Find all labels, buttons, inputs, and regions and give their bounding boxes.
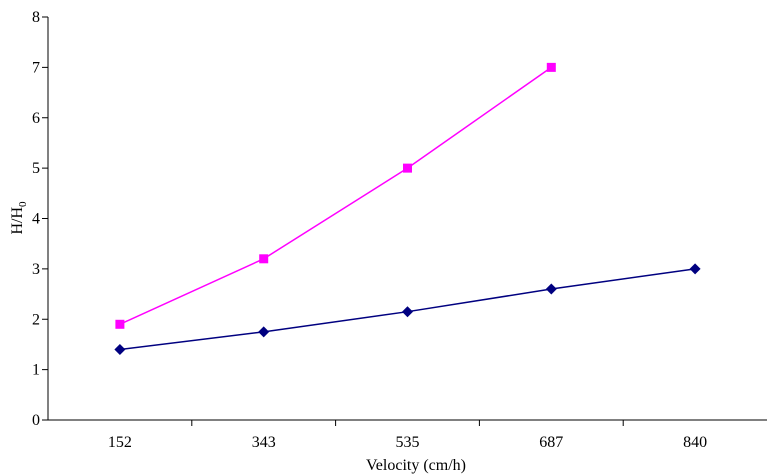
x-tick-label: 535 <box>396 434 420 451</box>
y-axis-title-main: H/H <box>9 207 26 235</box>
y-axis-title-subscript: 0 <box>17 201 29 207</box>
plot-series <box>114 62 701 355</box>
x-tick-label: 840 <box>683 434 707 451</box>
x-ticks: 152 343 535 687 840 <box>108 420 707 451</box>
series-2-point <box>115 319 125 329</box>
series-2-point <box>546 62 556 72</box>
x-axis-title: Velocity (cm/h) <box>366 457 466 474</box>
series-1-point <box>689 263 701 275</box>
y-axis-title: H/H0 <box>9 201 29 235</box>
series-1-point <box>114 343 126 355</box>
y-tick-label: 7 <box>32 59 40 76</box>
series-2-line <box>119 66 552 325</box>
y-ticks: 0 1 2 3 4 5 6 7 8 <box>32 9 48 429</box>
y-tick-label: 0 <box>32 412 40 429</box>
series-2-point <box>403 163 412 173</box>
x-tick-label: 152 <box>108 434 132 451</box>
series-1 <box>114 263 701 355</box>
series-2 <box>115 62 556 329</box>
y-tick-label: 4 <box>32 211 40 228</box>
y-tick-label: 2 <box>32 311 40 328</box>
series-1-point <box>402 306 413 318</box>
y-axis: 0 1 2 3 4 5 6 7 8 <box>32 9 49 429</box>
y-tick-label: 8 <box>32 9 40 26</box>
y-tick-label: 3 <box>32 261 40 278</box>
y-tick-label: 6 <box>32 110 40 127</box>
x-tick-label: 343 <box>252 434 276 451</box>
y-tick-label: 5 <box>32 160 40 177</box>
series-2-point <box>259 254 269 264</box>
x-tick-label: 687 <box>539 434 563 451</box>
x-axis: 152 343 535 687 840 <box>48 419 767 451</box>
y-tick-label: 1 <box>32 362 40 379</box>
series-1-point <box>545 283 557 295</box>
series-1-point <box>258 326 270 338</box>
